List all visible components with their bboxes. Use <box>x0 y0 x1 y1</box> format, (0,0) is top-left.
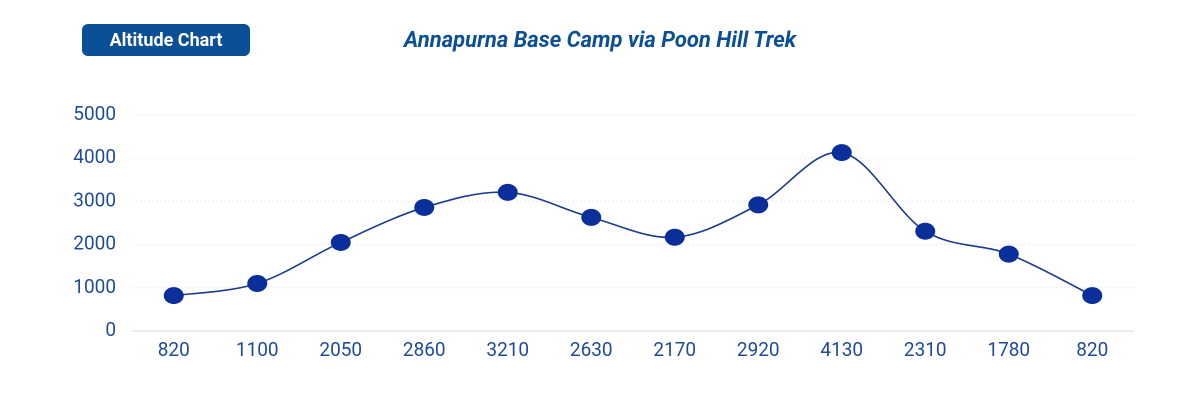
point <box>664 228 685 246</box>
x-tick-label: 2860 <box>403 338 446 361</box>
x-tick-label: 2310 <box>904 338 947 361</box>
point <box>330 233 351 251</box>
point <box>1082 287 1103 305</box>
y-tick-label: 2000 <box>73 232 116 255</box>
x-tick-label: 820 <box>1076 338 1108 361</box>
x-tick-label: 1780 <box>987 338 1030 361</box>
x-tick-label: 2050 <box>319 338 362 361</box>
line <box>173 151 1093 297</box>
x-tick-label: 2170 <box>653 338 696 361</box>
y-tick-label: 4000 <box>73 145 116 168</box>
point <box>915 222 936 240</box>
badge-background <box>82 24 250 56</box>
point <box>748 196 769 214</box>
y-tick-label: 1000 <box>73 275 116 298</box>
x-tick-label: 820 <box>158 338 190 361</box>
y-tick-label: 0 <box>105 318 116 341</box>
badge: Altitude Chart <box>110 30 223 51</box>
point <box>163 287 184 305</box>
point <box>581 208 602 226</box>
y-tick-label: 5000 <box>73 102 116 125</box>
y-tick-label: 3000 <box>73 188 116 211</box>
x-tick-label: 1100 <box>236 338 279 361</box>
chart-title: Annapurna Base Camp via Poon Hill Trek <box>402 28 798 53</box>
point <box>414 198 435 216</box>
x-tick-label: 2920 <box>737 338 780 361</box>
x-tick-label: 2630 <box>570 338 613 361</box>
x-tick-label: 4130 <box>820 338 863 361</box>
point <box>831 144 852 162</box>
point <box>998 245 1019 263</box>
x-tick-label: 3210 <box>486 338 529 361</box>
point <box>497 183 518 201</box>
point <box>247 274 268 292</box>
